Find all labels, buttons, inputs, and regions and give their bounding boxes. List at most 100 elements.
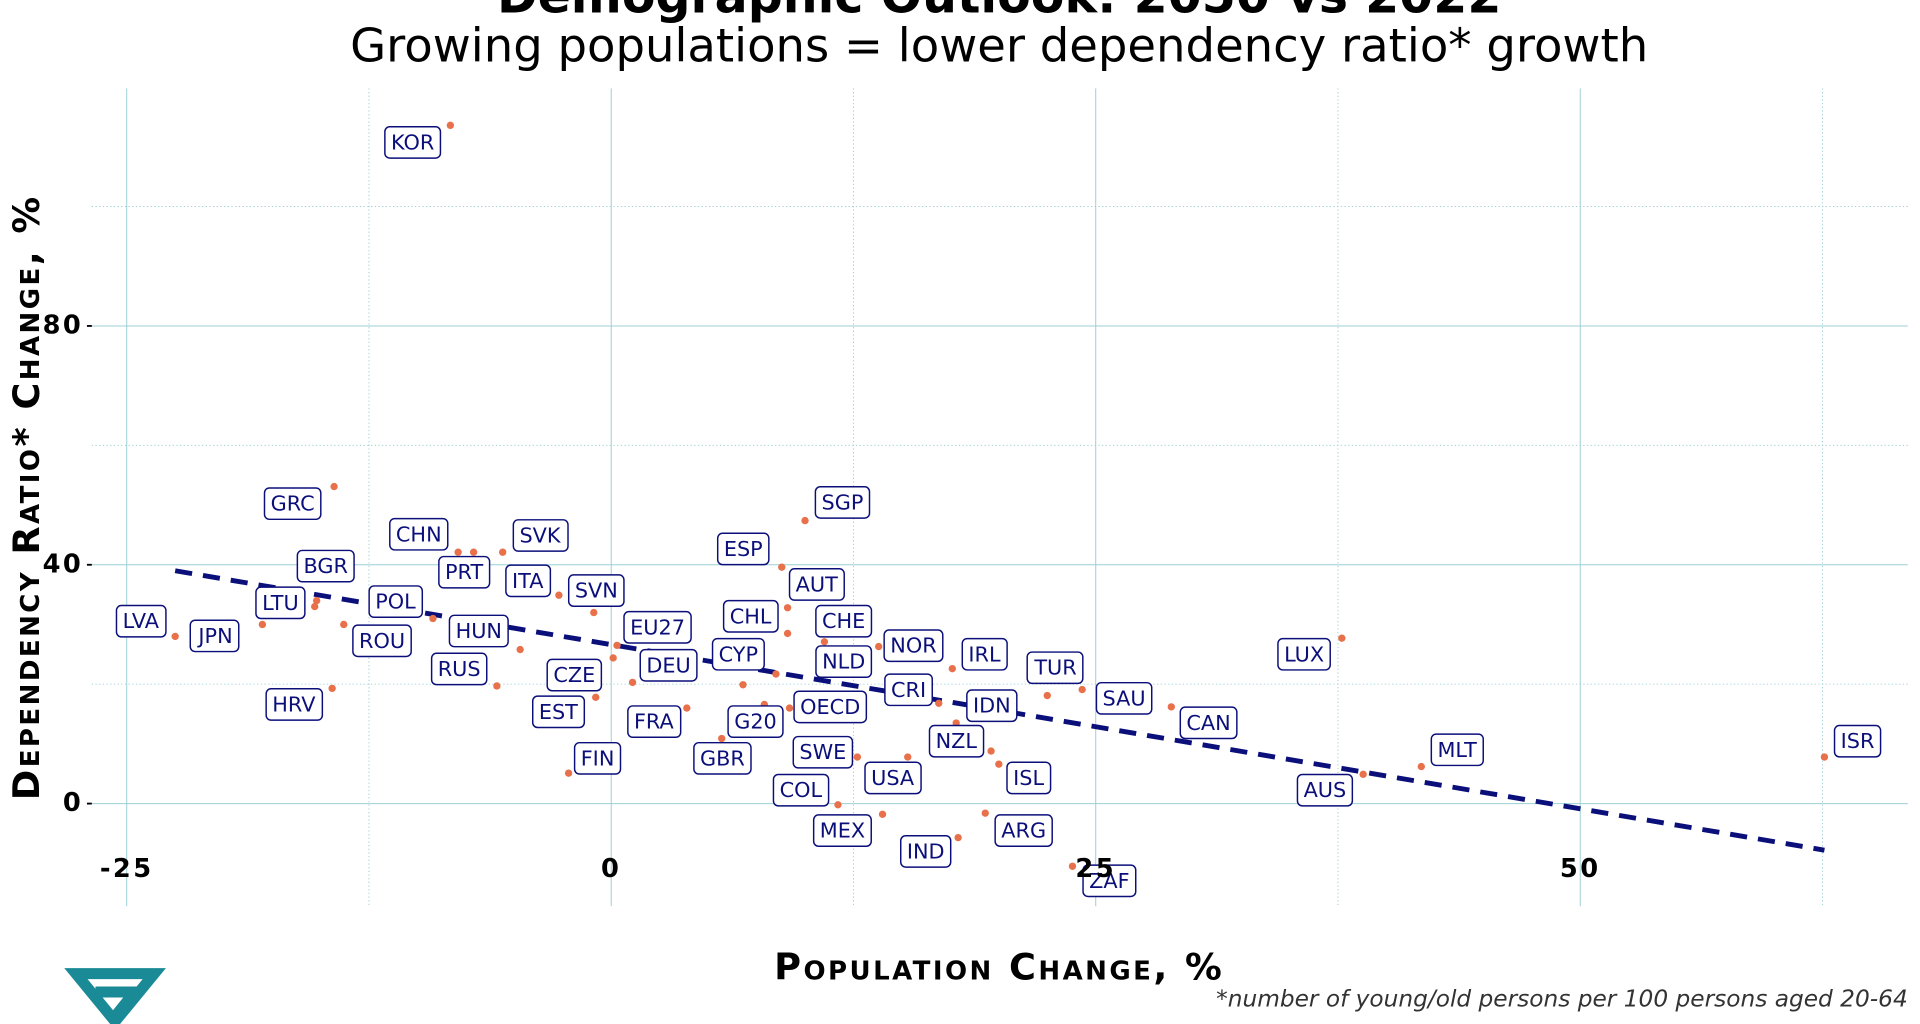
point <box>516 645 524 654</box>
label-box <box>115 604 167 638</box>
point-label: GRC <box>271 492 315 516</box>
point <box>981 809 989 817</box>
point <box>469 548 478 556</box>
label-box <box>189 619 240 653</box>
point-label: GBR <box>700 746 745 770</box>
point-label: ROU <box>359 629 405 653</box>
point <box>429 614 437 623</box>
point <box>493 682 501 690</box>
point <box>1167 703 1175 711</box>
label-box <box>296 549 355 583</box>
x-tick-label: 0 <box>601 854 621 884</box>
point-label: SVN <box>575 579 618 603</box>
point-label: COL <box>780 778 823 802</box>
point-label: USA <box>871 766 915 790</box>
point <box>1068 862 1077 870</box>
point-label: ARG <box>1001 819 1046 843</box>
logo <box>64 968 166 1024</box>
label-box <box>722 599 779 633</box>
point <box>328 684 336 693</box>
point-label: CHE <box>822 609 865 633</box>
label-box <box>966 689 1018 723</box>
label-box <box>1179 706 1238 740</box>
label-box <box>1430 733 1484 767</box>
point <box>330 482 338 491</box>
point-label: EU27 <box>630 615 685 639</box>
y-tick-label: 80 <box>43 310 84 340</box>
point-label: SGP <box>822 490 864 514</box>
label-box <box>727 705 784 739</box>
chart-subtitle: Growing populations = lower dependency r… <box>350 18 1648 72</box>
point <box>1078 685 1086 694</box>
x-tick-label: -25 <box>100 854 154 884</box>
label-box <box>812 814 872 848</box>
point-label: PRT <box>445 560 483 584</box>
point <box>446 121 455 130</box>
point-label: OECD <box>800 695 860 719</box>
trend-line <box>174 568 1825 853</box>
point-label: CAN <box>1186 711 1230 735</box>
point <box>878 810 887 819</box>
point-label: AUT <box>796 572 838 596</box>
point <box>609 654 617 662</box>
point-label: BGR <box>303 554 347 578</box>
point <box>739 681 747 689</box>
point <box>312 596 321 605</box>
point <box>1359 770 1367 779</box>
label-box <box>263 487 322 521</box>
point-label: POL <box>375 590 416 614</box>
point-label: FIN <box>581 746 615 770</box>
point-label: ISR <box>1841 729 1875 753</box>
point-label: MEX <box>820 819 865 843</box>
x-tick-label: 25 <box>1075 854 1116 884</box>
chart-title: Demographic Outlook: 2050 vs 2022 <box>497 0 1501 24</box>
label-box <box>627 705 682 739</box>
label-box <box>255 586 306 620</box>
point <box>834 801 842 809</box>
label-box <box>448 614 509 648</box>
point-label: IDN <box>973 694 1011 718</box>
point <box>874 642 883 651</box>
point <box>954 833 962 842</box>
point <box>564 769 573 777</box>
label-box <box>567 574 625 607</box>
point-label: SWE <box>799 740 846 764</box>
point-label: NLD <box>822 650 865 674</box>
point <box>772 670 780 678</box>
label-box <box>623 610 692 644</box>
label-box <box>883 629 944 663</box>
label-box <box>265 688 324 721</box>
point-label: LVA <box>123 609 160 633</box>
point-label: IRL <box>968 642 1001 666</box>
point <box>935 699 943 707</box>
label-box <box>792 735 854 769</box>
point <box>340 620 348 629</box>
point <box>785 704 794 712</box>
label-box <box>531 695 586 729</box>
point <box>904 753 912 761</box>
point <box>1338 634 1346 642</box>
point-label: HRV <box>272 692 316 716</box>
point <box>1417 762 1425 771</box>
label-box <box>1833 724 1882 758</box>
point <box>778 563 786 571</box>
point-label: ITA <box>512 569 544 593</box>
point-label: JPN <box>196 624 232 648</box>
point-label: ISL <box>1013 766 1044 790</box>
y-tick-label: 40 <box>43 549 84 579</box>
point <box>948 664 956 673</box>
label-box <box>384 126 442 159</box>
point-label: CRI <box>891 678 926 702</box>
label-box <box>814 486 871 519</box>
label-box <box>389 517 449 551</box>
point-label: DEU <box>646 653 690 677</box>
label-box <box>693 741 752 775</box>
label-box <box>772 773 830 807</box>
y-tick-label: 0 <box>63 788 83 818</box>
point-label: CHL <box>730 604 772 628</box>
point-label: HUN <box>456 619 502 643</box>
point <box>683 704 691 712</box>
label-box <box>815 645 873 679</box>
point-label: IND <box>907 839 945 863</box>
point <box>853 753 862 761</box>
